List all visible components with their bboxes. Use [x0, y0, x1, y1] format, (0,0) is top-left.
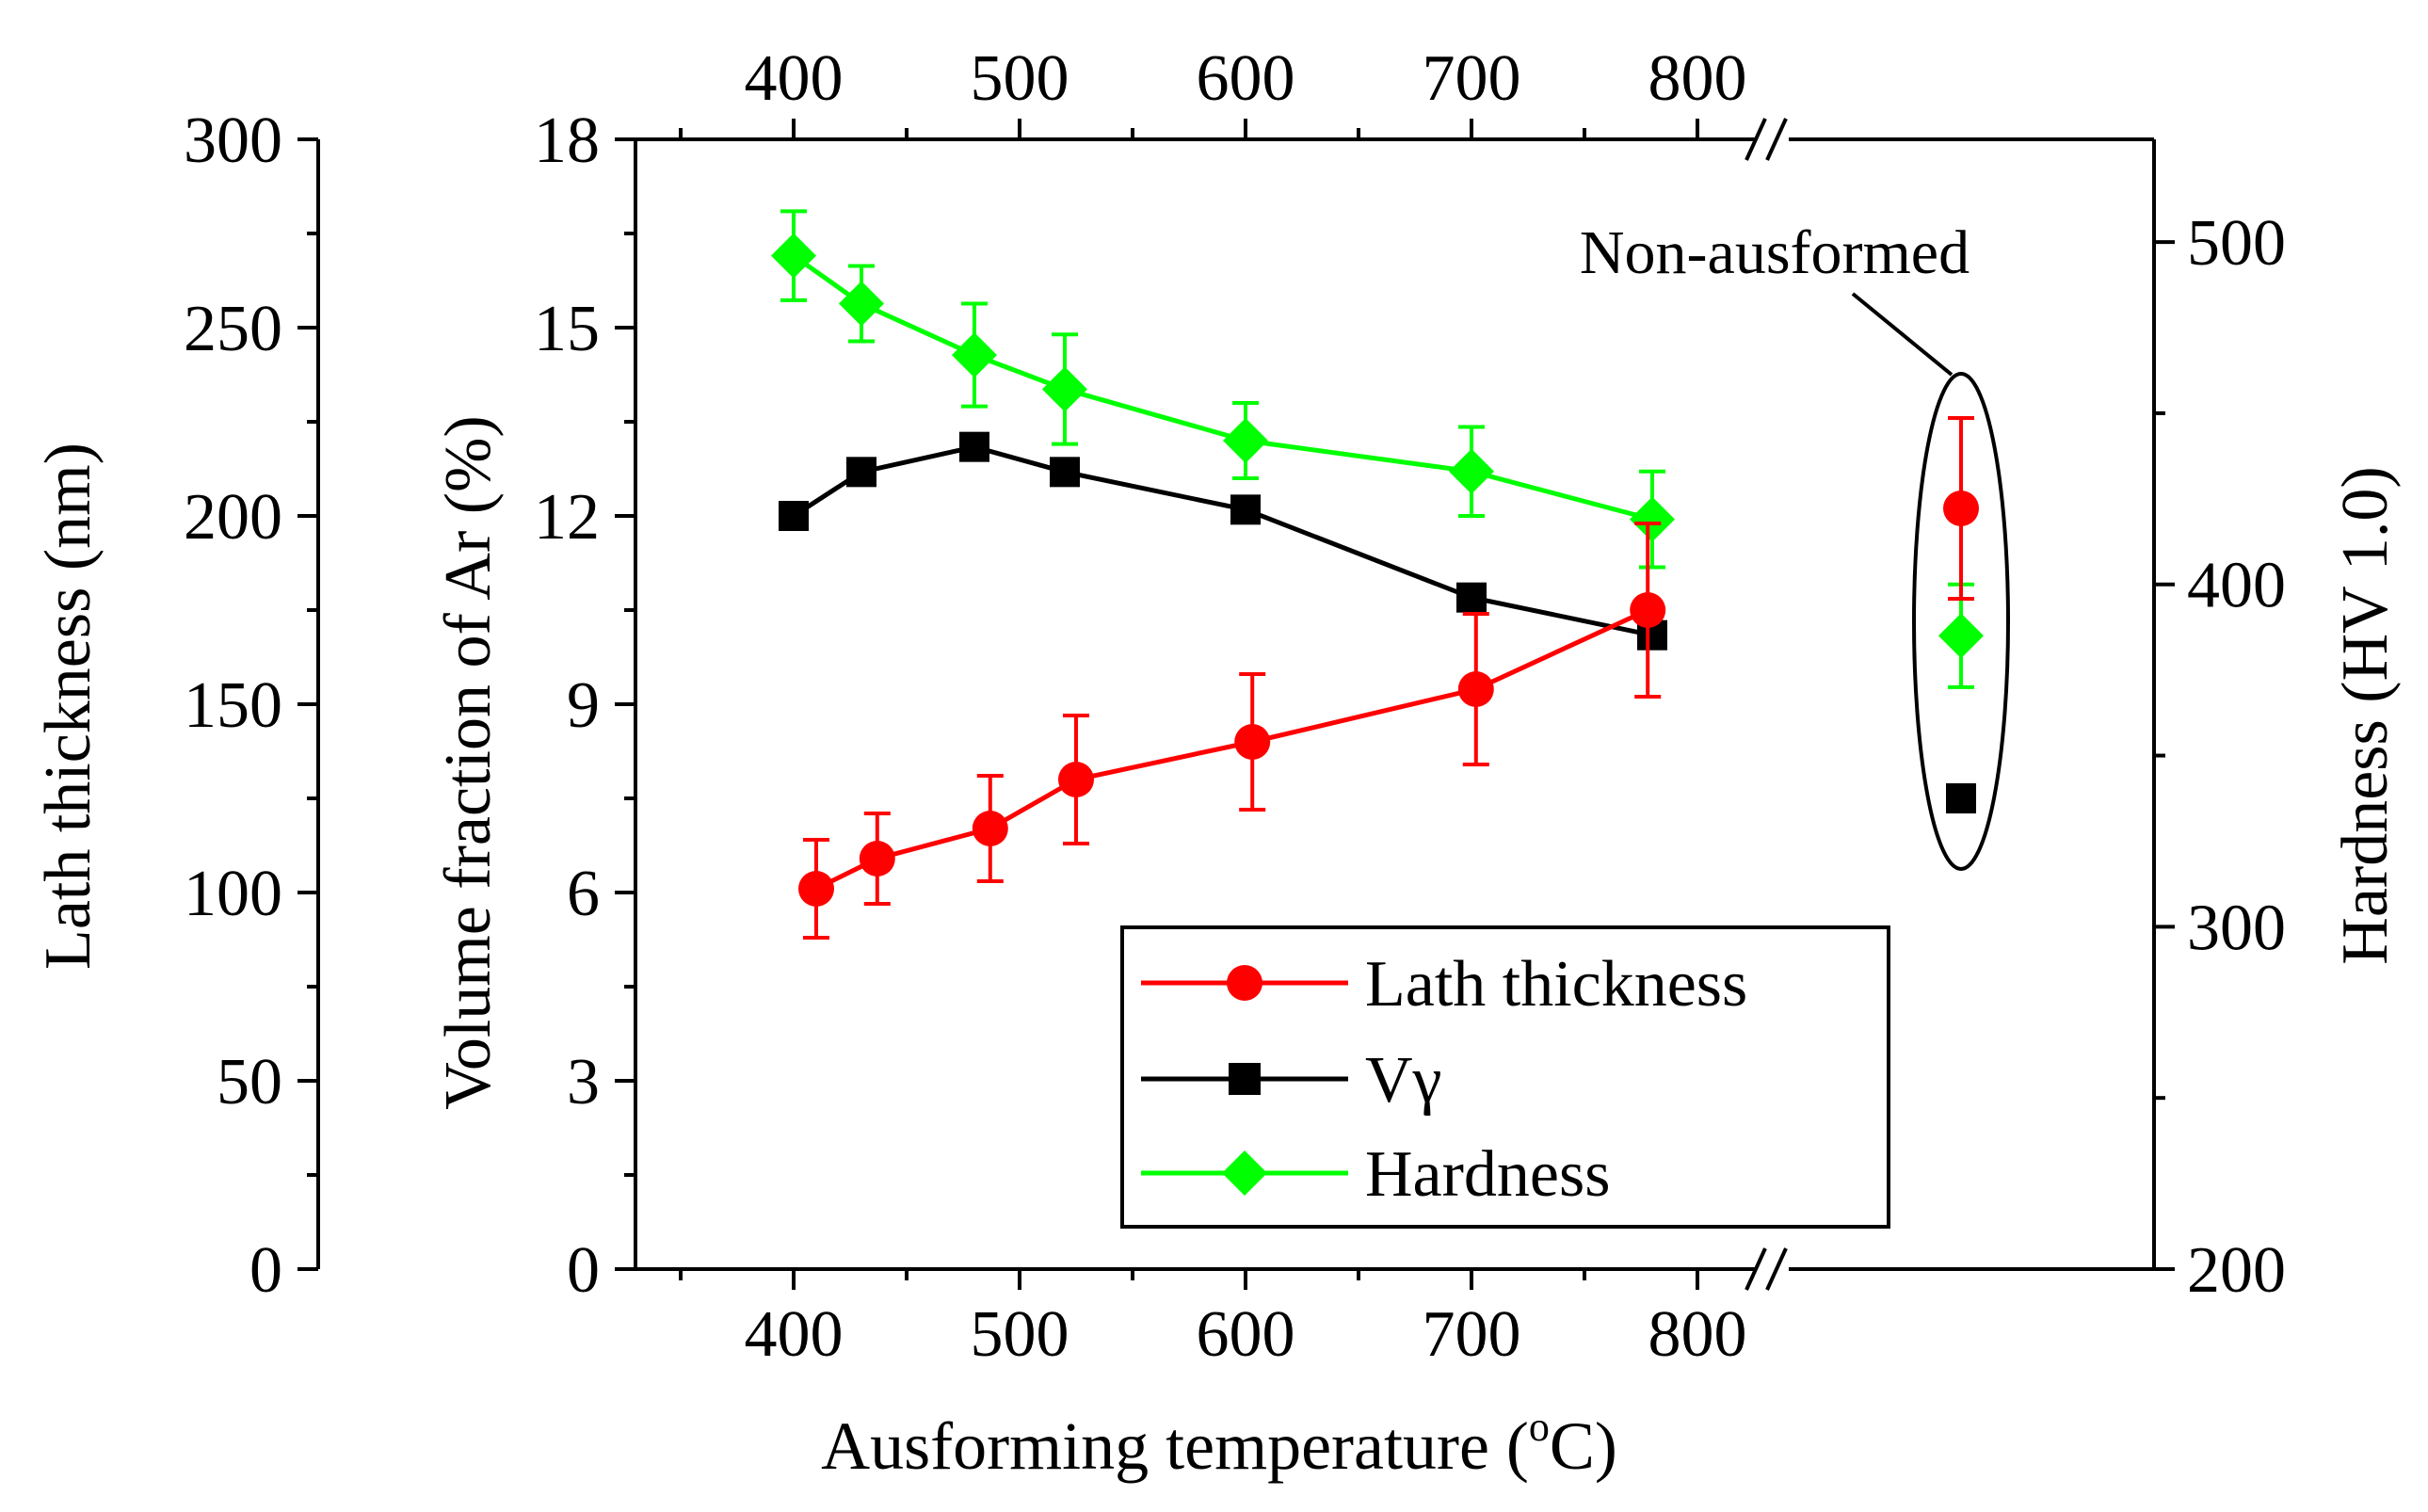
x-tick-label: 500: [971, 1298, 1069, 1371]
x-top-tick-label: 700: [1423, 42, 1521, 115]
volume-tick-label: 0: [567, 1234, 600, 1307]
x-top-tick-label: 600: [1197, 42, 1295, 115]
x-axis-label-superscript: o: [1529, 1404, 1550, 1450]
legend-marker-lath: [1227, 965, 1262, 1001]
volume-tick-label: 3: [567, 1046, 600, 1118]
hardness-tick-label: 500: [2187, 207, 2286, 280]
x-axis-label-main: Ausforming temperature (: [821, 1408, 1529, 1484]
legend-marker-hardness: [1222, 1150, 1267, 1196]
series-layer: [771, 209, 1984, 940]
legend-label-hardness: Hardness: [1365, 1138, 1610, 1211]
vgamma-non-ausformed-point: [1946, 783, 1976, 813]
x-tick-label: 600: [1197, 1298, 1295, 1371]
annotations: [1851, 292, 2010, 871]
lath-tick-label: 300: [184, 105, 282, 177]
hardness-point: [771, 233, 816, 279]
axis-break-mark: [1765, 1247, 1788, 1291]
vgamma-point: [1456, 582, 1487, 613]
hardness-point: [1042, 366, 1087, 412]
lath-point: [859, 841, 895, 877]
non-ausformed-ellipse: [1912, 372, 2010, 871]
axis-break-mark: [1745, 1247, 1767, 1291]
volume-tick-label: 15: [534, 293, 600, 365]
vgamma-point: [1230, 494, 1261, 525]
hardness-point: [1449, 448, 1494, 494]
lath-line: [814, 607, 1649, 892]
axis-break-mark: [1745, 118, 1767, 161]
x-tick-label: 400: [745, 1298, 844, 1371]
lath-tick-label: 0: [249, 1234, 282, 1307]
lath-point: [1234, 724, 1271, 760]
volume-tick-label: 18: [534, 105, 600, 177]
x-axis-label-tail: C): [1550, 1408, 1617, 1484]
hardness-tick-label: 200: [2187, 1234, 2286, 1307]
legend-label-vgamma: Vγ: [1365, 1044, 1441, 1117]
hardness-point: [952, 332, 997, 378]
lath-axis-label: Lath thickness (nm): [32, 442, 105, 970]
lath-point: [972, 811, 1008, 846]
legend-marker-vgamma: [1229, 1063, 1261, 1095]
lath-point: [1058, 762, 1094, 797]
non-ausformed-pointer: [1851, 292, 1954, 377]
hardness-tick-label: 300: [2187, 892, 2286, 964]
vgamma-point: [846, 457, 876, 488]
lath-tick-label: 200: [184, 481, 282, 554]
hardness-non-ausformed-point: [1938, 613, 1984, 659]
lath-tick-label: 250: [184, 293, 282, 365]
vgamma-point: [1050, 457, 1080, 488]
volume-axis-label: Volume fraction of Ar (%): [432, 415, 505, 1109]
hardness-point: [1223, 418, 1268, 463]
hardness-tick-label: 400: [2187, 550, 2286, 622]
hardness-line: [792, 253, 1653, 523]
hardness-axis-label: Hardness (HV 1.0): [2329, 466, 2402, 964]
lath-tick-label: 150: [184, 669, 282, 742]
lath-point: [798, 871, 834, 907]
vgamma-point: [779, 501, 809, 531]
hardness-point: [1630, 496, 1675, 542]
lath-non-ausformed-point: [1943, 491, 1979, 526]
lath-tick-label: 50: [217, 1046, 282, 1118]
axis-ticks: [297, 119, 2175, 1290]
x-tick-label: 700: [1423, 1298, 1521, 1371]
lath-point: [1630, 592, 1666, 628]
tick-labels: 0 50 100 150 200 250 300 0 3 6 9 12 15 18 200 300 400 500…: [184, 42, 2286, 1371]
x-axis-label: Ausforming temperature (oC): [821, 1404, 1617, 1484]
non-ausformed-label: Non-ausformed: [1580, 218, 1970, 287]
x-top-tick-label: 500: [971, 42, 1069, 115]
axis-break-mark: [1765, 118, 1788, 161]
x-top-tick-label: 400: [745, 42, 844, 115]
lath-point: [1457, 671, 1494, 707]
hardness-point: [839, 281, 884, 327]
lath-tick-label: 100: [184, 858, 282, 930]
x-tick-label: 800: [1648, 1298, 1747, 1371]
volume-tick-label: 9: [567, 669, 600, 742]
x-top-tick-label: 800: [1648, 42, 1747, 115]
vgamma-line: [792, 444, 1653, 638]
volume-tick-label: 6: [567, 858, 600, 930]
legend-label-lath: Lath thickness: [1365, 948, 1747, 1021]
volume-tick-label: 12: [534, 481, 600, 554]
vgamma-point: [959, 431, 989, 462]
legend: Lath thickness Vγ Hardness: [1120, 925, 1890, 1229]
